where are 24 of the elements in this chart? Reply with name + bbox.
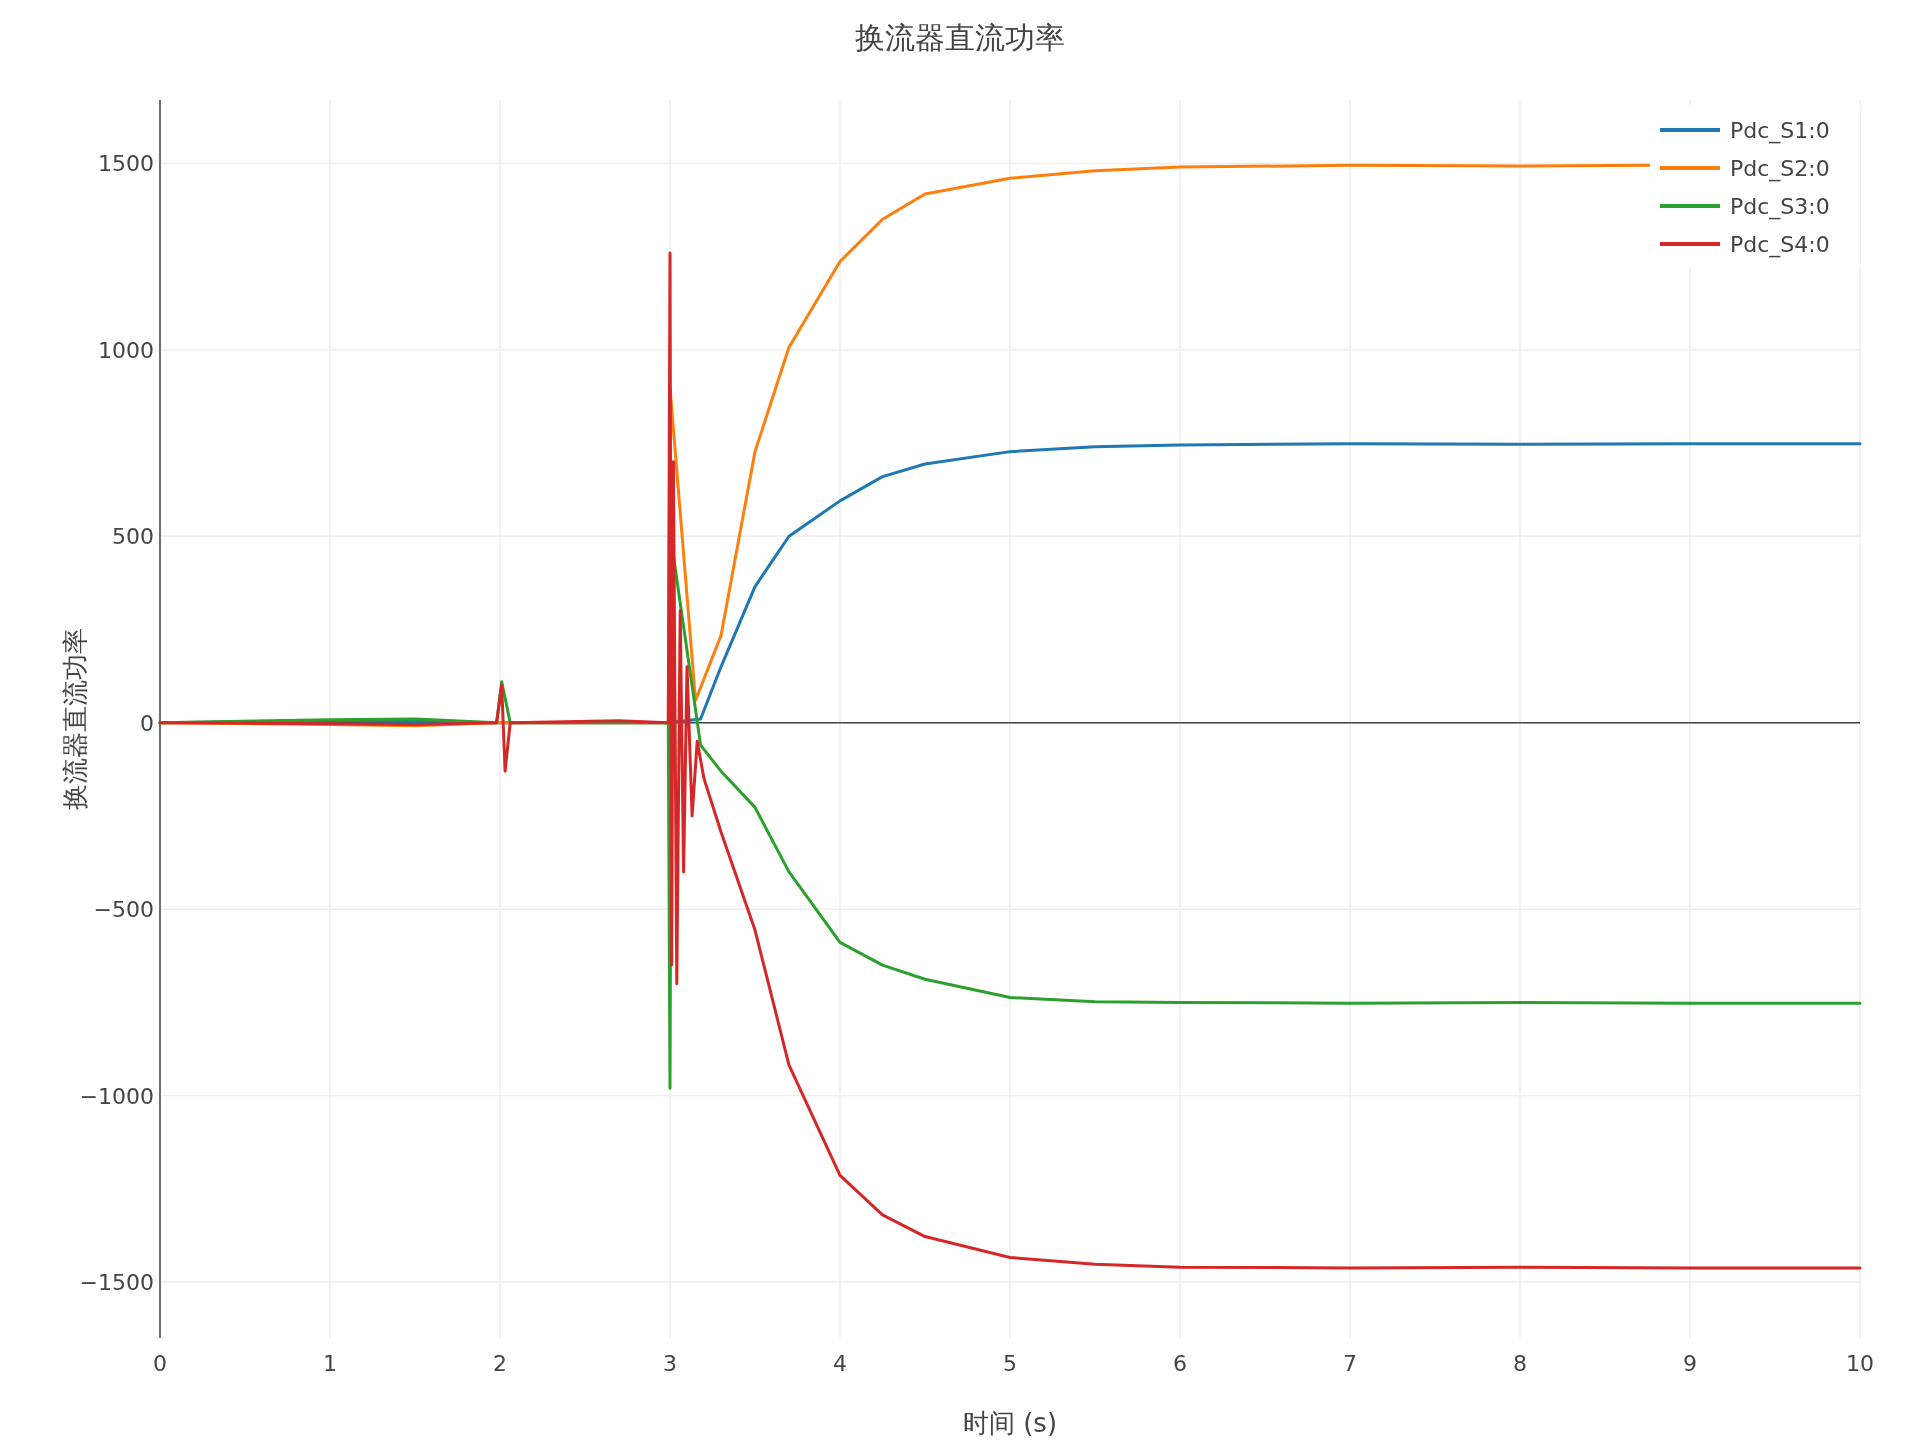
x-tick-label: 3 [663,1351,677,1376]
y-tick-label: 1000 [98,337,154,363]
x-tick-label: 7 [1343,1351,1357,1376]
legend-label: Pdc_S4:0 [1730,232,1830,258]
x-tick-label: 4 [833,1351,847,1376]
y-axis-title: 换流器直流功率 [60,628,90,810]
y-tick-label: 500 [112,524,154,550]
y-tick-label: −1000 [79,1083,154,1109]
legend-label: Pdc_S3:0 [1730,194,1830,220]
y-tick-label: −1500 [79,1270,154,1296]
legend-label: Pdc_S2:0 [1730,156,1830,182]
y-tick-label: 1500 [98,151,154,177]
x-tick-label: 2 [493,1351,507,1376]
x-tick-label: 9 [1683,1351,1697,1376]
x-axis-title: 时间 (s) [962,1408,1058,1438]
x-tick-label: 1 [323,1351,337,1376]
legend-label: Pdc_S1:0 [1730,118,1830,144]
x-tick-label: 5 [1003,1351,1017,1376]
y-tick-label: 0 [140,710,154,736]
chart-title: 换流器直流功率 [855,20,1065,55]
x-tick-label: 10 [1846,1351,1874,1376]
x-tick-label: 8 [1513,1351,1527,1376]
y-tick-label: −500 [93,897,154,923]
x-tick-label: 6 [1173,1351,1187,1376]
